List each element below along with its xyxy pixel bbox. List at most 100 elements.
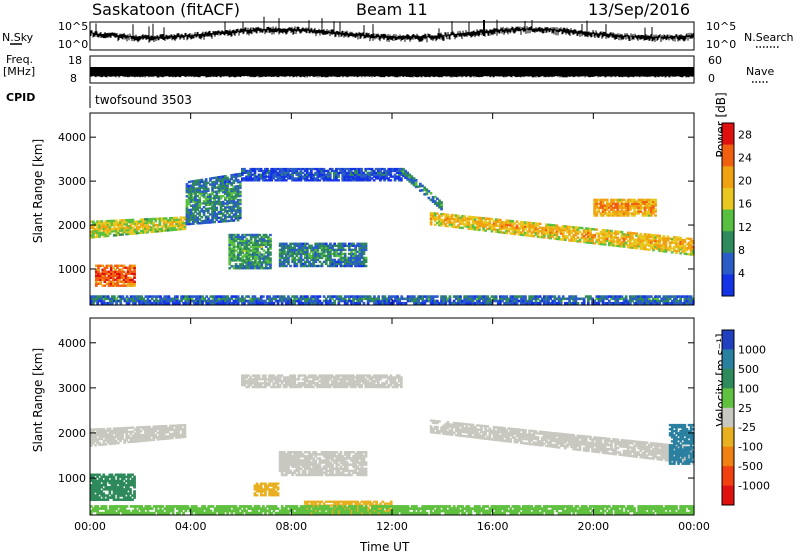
power-cell [106,225,110,228]
power-cell [624,210,628,213]
power-cell [280,175,284,178]
power-cell [601,204,605,207]
power-cell [234,217,238,220]
power-cell [664,241,668,244]
power-cell [326,179,330,182]
power-cell [251,297,255,301]
power-cell [538,222,542,225]
power-cell [341,244,345,247]
power-cell [295,169,299,173]
power-cell [341,264,345,268]
power-cell [303,299,307,303]
power-cell [254,239,257,243]
power-cell [295,244,299,247]
power-cell [459,218,462,222]
power-cell [322,248,326,252]
power-cell [603,210,607,213]
power-cell [142,229,145,232]
power-cell [454,220,458,223]
power-cell [633,244,636,248]
power-cell [245,245,249,248]
power-cell [360,244,364,247]
power-cell [261,179,265,182]
power-cell [165,299,169,303]
power-cell [679,248,682,251]
power-cell [211,301,215,305]
power-cell [228,237,232,241]
power-cell [158,229,162,233]
power-cell [198,214,202,217]
power-cell [301,167,305,171]
power-cell [301,246,305,249]
power-cell [241,179,244,182]
power-cell [104,231,108,234]
power-cell [207,301,211,305]
power-cell [631,212,634,215]
power-cell [660,238,664,241]
power-cell [199,295,202,298]
power-cell [543,228,546,232]
power-cell [140,299,143,303]
power-cell [373,295,376,298]
power-cell [610,235,613,239]
power-cell [350,262,353,266]
power-cell [467,217,471,220]
power-cell [564,238,567,241]
power-cell [561,225,565,228]
power-cell [459,222,462,225]
power-cell [347,171,351,174]
power-cell [126,276,130,279]
power-cell [652,198,655,202]
power-cell [114,282,117,285]
power-cell [158,219,162,223]
power-cell [236,215,240,218]
power-cell [459,216,462,220]
power-cell [230,187,234,191]
power-cell [337,175,340,178]
power-cell [173,299,177,303]
power-cell [320,248,324,252]
power-cell [329,262,332,266]
power-cell [605,204,609,207]
power-cell [366,177,370,180]
power-cell [278,299,282,303]
power-cell [131,284,134,287]
power-cell [241,295,244,298]
power-cell [608,229,611,232]
power-cell [589,229,592,233]
power-cell [335,252,339,256]
power-cell [605,237,609,240]
power-cell [618,212,622,215]
power-cell [352,297,355,301]
power-cell [360,254,364,258]
power-cell [305,169,309,173]
power-cell [389,175,393,178]
power-cell [629,240,632,243]
power-cell [230,255,234,258]
power-cell [303,295,307,298]
power-cell [202,182,206,185]
power-cell [324,177,328,180]
power-cell [206,209,210,212]
power-cell [499,218,502,222]
power-cell [183,222,187,225]
power-cell [507,227,510,231]
power-cell [349,169,353,173]
power-cell [413,299,416,303]
power-cell [675,236,678,239]
power-cell [260,255,264,258]
power-cell [381,171,384,174]
power-cell [662,250,666,253]
power-cell [318,169,322,173]
power-cell [238,186,242,190]
power-cell [219,220,223,223]
power-cell [166,221,170,224]
power-cell [540,236,544,239]
power-cell [119,219,122,222]
power-cell [440,201,443,204]
power-cell [637,200,641,203]
power-cell [645,237,649,241]
power-cell [593,242,596,245]
power-cell [564,227,567,230]
power-cell [450,225,454,228]
